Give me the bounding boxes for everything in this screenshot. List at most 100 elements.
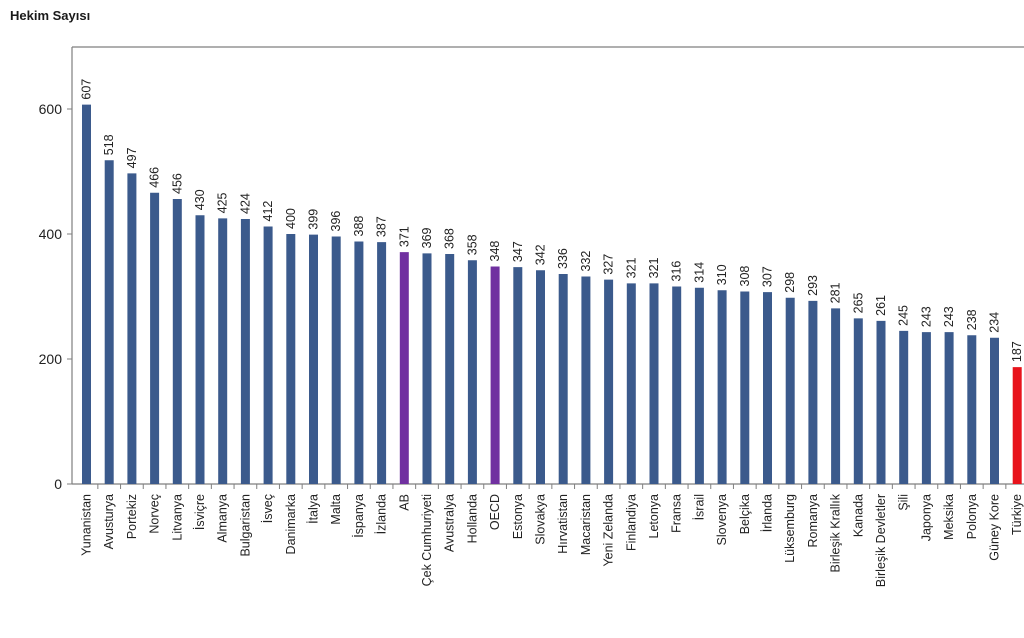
data-label: 245 [897,305,911,326]
category-label: Slovakya [534,494,548,545]
category-label: Belçika [738,494,752,534]
data-label: 497 [125,147,139,168]
bar [467,260,477,484]
bar [831,308,841,484]
data-label: 321 [624,257,638,278]
category-label: İsviçre [193,494,207,530]
bar [377,242,387,484]
category-label: OECD [488,494,502,530]
category-label: Norveç [148,494,162,534]
bar [536,270,545,484]
bar [967,335,977,484]
data-label: 518 [102,134,116,155]
bar [808,300,818,484]
category-label: Bulgaristan [238,494,252,557]
category-label: Hollanda [465,494,479,543]
data-label: 347 [511,241,525,262]
bar [763,292,772,484]
category-label: Polonya [965,494,979,539]
bar [740,291,750,484]
bar [331,236,341,484]
data-label: 336 [556,248,570,269]
category-label: Malta [329,494,343,525]
bar [195,215,205,484]
bar [354,241,364,484]
category-label: İsveç [261,494,275,523]
category-label: Şili [897,494,911,511]
category-label: Hırvatistan [556,494,570,554]
bar [513,267,523,484]
data-label: 400 [284,208,298,229]
data-label: 243 [919,306,933,327]
category-label: Estonya [511,494,525,539]
category-label: Meksika [942,494,956,540]
data-label: 348 [488,241,502,262]
category-label: Birleşik Devletler [874,494,888,587]
data-label: 430 [193,189,207,210]
data-label: 424 [238,193,252,214]
chart-title: Hekim Sayısı [10,8,91,23]
data-label: 399 [307,209,321,230]
bar [717,290,727,484]
category-label: Güney Kore [988,494,1002,561]
data-label: 316 [670,261,684,282]
category-label: Danimarka [284,494,298,554]
category-label: Yeni Zelanda [602,494,616,567]
category-label: İtalya [307,494,321,524]
bar [490,266,500,484]
bar [990,337,999,484]
bar [694,287,704,484]
bar [286,234,296,484]
category-label: İsrail [692,494,706,520]
category-label: Romanya [806,494,820,548]
bar [422,253,432,484]
category-label: Kanada [851,494,865,537]
data-label: 261 [874,295,888,316]
category-label: Litvanya [170,494,184,541]
category-label: Türkiye [1010,494,1024,535]
data-label: 293 [806,275,820,296]
data-label: 308 [738,266,752,287]
data-label: 425 [216,192,230,213]
data-label: 358 [465,234,479,255]
category-label: Almanya [216,494,230,543]
category-label: Fransa [670,494,684,533]
data-label: 327 [602,254,616,275]
data-label: 387 [375,216,389,237]
data-label: 187 [1010,341,1024,362]
data-label: 265 [851,292,865,313]
bar [104,160,114,484]
data-label: 396 [329,211,343,232]
data-label: 310 [715,264,729,285]
category-label: Portekiz [125,494,139,539]
bar [921,332,931,484]
bar [218,218,228,484]
y-tick-label: 400 [39,226,63,242]
y-tick-label: 600 [39,101,63,117]
bar [1012,367,1022,484]
bar [172,199,182,484]
data-label: 234 [988,312,1002,333]
bar [944,332,954,484]
data-label: 342 [534,244,548,265]
bar [626,283,636,484]
data-label: 607 [80,79,94,100]
bar [853,318,863,484]
category-label: Finlandiya [624,494,638,551]
data-label: 321 [647,257,661,278]
data-label: 466 [148,167,162,188]
bar [445,254,455,484]
bar [150,192,160,484]
data-label: 369 [420,227,434,248]
data-label: 412 [261,201,275,222]
category-label: İspanya [352,494,366,538]
data-label: 388 [352,216,366,237]
y-tick-label: 0 [54,476,62,492]
category-label: Avustralya [443,494,457,552]
bar [876,320,886,484]
bar [899,330,909,484]
bar [399,252,409,484]
category-label: İzlanda [375,494,389,534]
bar [240,219,250,484]
